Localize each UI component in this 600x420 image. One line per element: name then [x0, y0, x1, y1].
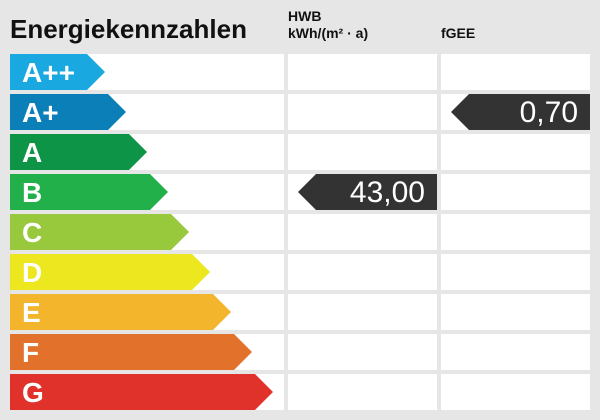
hwb-cell [288, 294, 437, 330]
hwb-cell [288, 134, 437, 170]
class-arrow-A: A [10, 134, 147, 170]
hwb-header-title: HWB [288, 8, 322, 24]
hwb-header: HWB kWh/(m² · a) [288, 8, 368, 42]
fgee-header: fGEE [441, 25, 476, 41]
hwb-cell [288, 54, 437, 90]
fgee-marker: 0,70 [451, 94, 590, 130]
class-label: E [22, 297, 41, 328]
hwb-cell [288, 254, 437, 290]
hwb-marker-value: 43,00 [349, 176, 425, 209]
class-label: A++ [22, 57, 75, 88]
class-arrow-A+: A+ [10, 94, 126, 130]
class-arrow-E: E [10, 294, 231, 330]
class-arrow-C: C [10, 214, 189, 250]
class-arrow-A++: A++ [10, 54, 105, 90]
fgee-cell [441, 254, 590, 290]
class-label: D [22, 257, 43, 288]
class-label: A+ [22, 97, 59, 128]
hwb-cell [288, 334, 437, 370]
fgee-cell [441, 134, 590, 170]
page-title: Energiekennzahlen [10, 14, 247, 44]
class-arrow-G: G [10, 374, 273, 410]
fgee-cell [441, 294, 590, 330]
class-arrow-F: F [10, 334, 252, 370]
class-arrow-B: B [10, 174, 168, 210]
hwb-cell [288, 214, 437, 250]
fgee-cell [441, 54, 590, 90]
fgee-marker-value: 0,70 [519, 96, 578, 129]
class-label: G [22, 377, 44, 408]
class-label: A [22, 137, 43, 168]
fgee-cell [441, 374, 590, 410]
hwb-header-unit: kWh/(m² · a) [288, 25, 369, 41]
fgee-cell [441, 214, 590, 250]
fgee-cell [441, 174, 590, 210]
hwb-cell [288, 374, 437, 410]
class-arrow-D: D [10, 254, 210, 290]
hwb-marker: 43,00 [298, 174, 437, 210]
class-label: F [22, 337, 40, 368]
fgee-cell [441, 334, 590, 370]
class-label: B [22, 177, 43, 208]
class-label: C [22, 217, 43, 248]
hwb-cell [288, 94, 437, 130]
